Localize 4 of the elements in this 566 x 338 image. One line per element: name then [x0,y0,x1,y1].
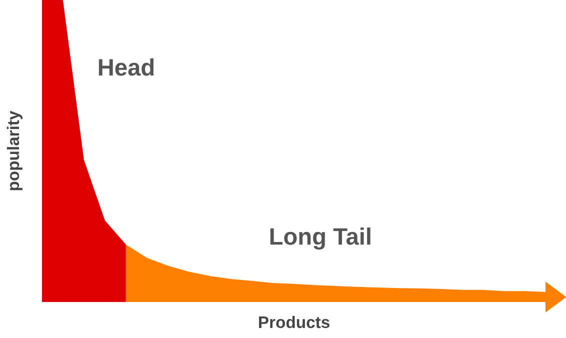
x-axis-title: Products [259,316,330,328]
y-axis-title: popularity [6,110,22,190]
annotation: Head [98,58,154,76]
annotation: Long Tail [270,228,370,250]
